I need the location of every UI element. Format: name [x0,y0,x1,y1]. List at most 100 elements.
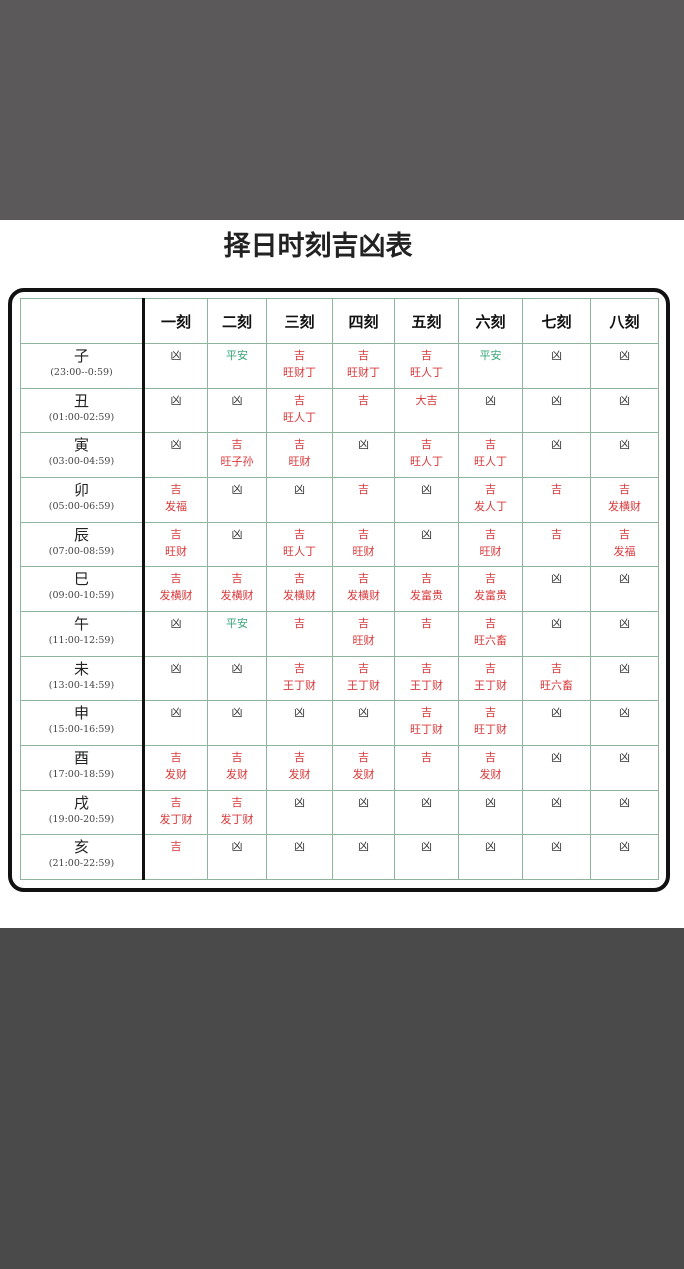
cell-text: 旺财 [479,544,502,558]
cell-text: 吉 [294,349,305,362]
cell-text: 吉 [294,438,305,452]
cell: 凶 [458,387,523,434]
branch: 寅 [73,436,89,455]
cell-text: 吉 [170,750,182,764]
cell: 吉旺财 [143,521,208,568]
cell-text: 吉 [485,572,496,586]
table-row: 卯 (05:00-06:59) 吉发福凶凶吉凶吉发人丁吉吉发横财 [20,476,659,523]
cell-text: 发财 [226,767,248,781]
cell-text: 凶 [619,795,630,809]
cell: 凶 [266,834,333,880]
cell: 凶 [590,387,659,434]
cell-text: 吉 [170,527,182,541]
branch: 戌 [73,793,89,812]
cell-text: 凶 [170,393,182,407]
cell: 凶 [394,521,459,568]
cell: 吉 [522,476,591,523]
cell-text: 发丁财 [220,812,254,826]
cell-text: 凶 [551,616,562,630]
cell: 吉旺财 [266,432,333,478]
cell: 吉王丁财 [266,655,333,702]
cell-text: 吉 [231,438,243,452]
cell: 凶 [266,789,333,836]
cell-text: 王丁财 [410,678,443,692]
cell: 凶 [266,476,333,523]
time-range: (01:00-02:59) [48,411,115,423]
cell-text: 吉 [485,661,496,675]
cell-text: 平安 [226,349,248,362]
cell: 凶 [207,387,267,434]
table-row: 巳 (09:00-10:59) 吉发横财吉发横财吉发横财吉发横财吉发富贵吉发富贵凶凶 [20,566,659,612]
cell: 吉旺财 [332,610,395,657]
column-header: 六刻 [458,298,523,344]
cell-text: 凶 [231,482,243,496]
cell-text: 吉 [358,572,369,586]
cell: 凶 [266,700,333,746]
cell-text: 发人丁 [474,499,507,513]
cell: 吉王丁财 [458,655,523,702]
cell: 吉发财 [143,744,208,791]
cell: 吉发财 [458,744,523,791]
row-label: 卯 (05:00-06:59) [20,476,145,523]
column-header: 四刻 [332,298,395,344]
cell-text: 凶 [421,840,432,854]
cell: 凶 [332,432,395,478]
cell-text: 旺财 [352,544,375,558]
branch: 亥 [73,838,89,857]
cell-text: 平安 [226,616,248,630]
cell-text: 发财 [165,767,187,781]
cell-text: 旺财 [288,455,311,469]
title: 择日时刻吉凶表 [223,231,413,262]
cell-text: 发财 [288,767,311,781]
cell: 凶 [590,432,659,478]
cell: 吉发财 [207,744,267,791]
cell-text: 凶 [551,393,562,407]
branch: 丑 [73,391,89,410]
column-header: 二刻 [207,298,267,344]
table-row: 辰 (07:00-08:59) 吉旺财凶吉旺人丁吉旺财凶吉旺财吉吉发福 [20,521,659,568]
bottom-band [0,928,684,1269]
cell: 凶 [522,387,591,434]
cell: 凶 [207,521,267,568]
cell-text: 旺丁财 [410,723,443,737]
cell: 凶 [590,789,659,836]
cell-text: 吉 [294,527,305,541]
cell-text: 凶 [485,795,496,809]
row-label: 酉 (17:00-18:59) [20,744,145,791]
cell-text: 凶 [358,795,369,809]
cell-text: 发横财 [608,499,641,513]
cell-text: 吉 [231,572,243,586]
cell: 吉旺人丁 [394,432,459,478]
cell: 凶 [332,789,395,836]
cell: 吉发丁财 [143,789,208,836]
cell-text: 凶 [619,349,630,362]
cell: 凶 [522,789,591,836]
cell-text: 吉 [485,616,496,630]
cell-text: 旺人丁 [283,410,316,424]
cell-text: 吉 [170,572,182,586]
cell-text: 凶 [358,706,369,720]
cell-text: 吉 [421,572,432,586]
cell: 吉旺人丁 [266,387,333,434]
column-header: 七刻 [522,298,591,344]
cell: 凶 [332,834,395,880]
cell-text: 凶 [231,393,243,407]
row-label: 申 (15:00-16:59) [20,700,145,746]
cell-text: 吉 [485,750,496,764]
cell-text: 凶 [294,706,305,720]
row-label: 亥 (21:00-22:59) [20,834,145,880]
cell-text: 凶 [294,482,305,496]
cell: 吉王丁财 [394,655,459,702]
cell-text: 吉 [358,527,369,541]
cell: 吉发福 [143,476,208,523]
branch: 巳 [73,570,89,589]
cell: 凶 [522,700,591,746]
cell-text: 发福 [613,544,636,558]
cell: 吉发富贵 [394,566,459,612]
cell-text: 吉 [294,393,305,407]
branch: 卯 [73,480,89,499]
cell-text: 吉 [421,661,432,675]
cell-text: 吉 [485,706,496,720]
row-label: 丑 (01:00-02:59) [20,387,145,434]
cell: 凶 [143,610,208,657]
